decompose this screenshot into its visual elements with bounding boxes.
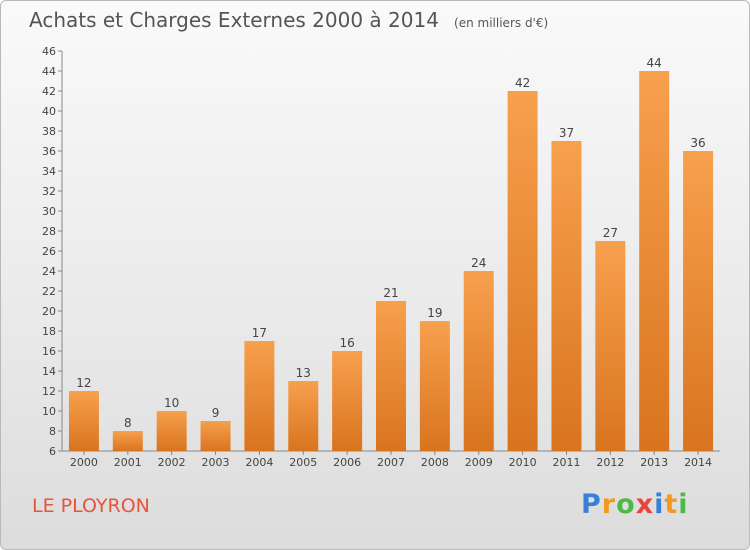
y-tick-label: 18 <box>42 325 56 338</box>
bar-2005 <box>288 381 319 451</box>
data-label: 37 <box>559 126 574 140</box>
data-label: 24 <box>471 256 486 270</box>
y-tick-label: 24 <box>42 265 56 278</box>
y-tick-label: 46 <box>42 45 56 58</box>
logo-letter: i <box>654 489 665 520</box>
logo-letter: o <box>616 489 636 520</box>
x-tick-label: 2013 <box>640 456 668 469</box>
data-label: 21 <box>383 286 398 300</box>
bars <box>68 71 714 451</box>
data-label: 12 <box>76 376 91 390</box>
y-tick-label: 12 <box>42 385 56 398</box>
data-label: 16 <box>339 336 354 350</box>
y-tick-label: 30 <box>42 205 56 218</box>
data-labels: 12 8 10 9 17 13 16 21 19 24 42 37 27 44 36 <box>76 56 705 430</box>
y-tick-label: 42 <box>42 85 56 98</box>
x-axis: 2000 2001 2002 2003 2004 2005 2006 2007 2008 2009… <box>62 450 720 469</box>
x-tick-label: 2005 <box>289 456 317 469</box>
y-tick-label: 28 <box>42 225 56 238</box>
bar-2003 <box>200 421 231 451</box>
bar-2000 <box>68 391 99 451</box>
bar-2012 <box>595 241 626 451</box>
y-tick-label: 44 <box>42 65 56 78</box>
logo-letter: x <box>635 489 655 520</box>
bar-2014 <box>683 151 714 451</box>
bar-2006 <box>332 351 363 451</box>
data-label: 9 <box>212 406 220 420</box>
y-tick-label: 36 <box>42 145 56 158</box>
x-tick-label: 2012 <box>596 456 624 469</box>
data-label: 19 <box>427 306 442 320</box>
logo-letter: i <box>678 489 689 520</box>
bar-2011 <box>551 141 582 451</box>
x-tick-label: 2009 <box>465 456 493 469</box>
data-label: 36 <box>690 136 705 150</box>
x-tick-label: 2007 <box>377 456 405 469</box>
y-tick-label: 38 <box>42 125 56 138</box>
y-tick-label: 22 <box>42 285 56 298</box>
bar-2002 <box>156 411 187 451</box>
x-tick-label: 2008 <box>421 456 449 469</box>
chart-title: Achats et Charges Externes 2000 à 2014 <box>29 8 439 32</box>
x-tick-label: 2011 <box>552 456 580 469</box>
x-tick-label: 2006 <box>333 456 361 469</box>
logo-letter: P <box>581 489 602 520</box>
logo-letter: r <box>601 489 617 520</box>
y-tick-label: 10 <box>42 405 56 418</box>
data-label: 8 <box>124 416 132 430</box>
x-tick-label: 2010 <box>509 456 537 469</box>
y-tick-label: 32 <box>42 185 56 198</box>
chart-unit-note: (en milliers d'€) <box>454 16 549 30</box>
proxiti-logo[interactable]: Proxiti <box>581 489 689 520</box>
y-tick-label: 6 <box>49 445 56 458</box>
y-tick-label: 40 <box>42 105 56 118</box>
bar-2007 <box>376 301 406 451</box>
data-label: 42 <box>515 76 530 90</box>
x-tick-label: 2003 <box>202 456 230 469</box>
x-tick-label: 2014 <box>684 456 712 469</box>
data-label: 44 <box>647 56 662 70</box>
y-tick-label: 26 <box>42 245 56 258</box>
y-tick-label: 8 <box>49 425 56 438</box>
x-tick-label: 2000 <box>70 456 98 469</box>
place-name: LE PLOYRON <box>32 495 150 517</box>
y-tick-label: 16 <box>42 345 56 358</box>
bar-2008 <box>419 321 450 451</box>
bar-2010 <box>507 91 538 451</box>
x-tick-label: 2004 <box>245 456 273 469</box>
data-label: 27 <box>603 226 618 240</box>
bar-2004 <box>244 341 275 451</box>
title-row: Achats et Charges Externes 2000 à 2014 (… <box>29 8 548 32</box>
y-tick-label: 14 <box>42 365 56 378</box>
y-tick-label: 20 <box>42 305 56 318</box>
bar-2001 <box>112 431 143 451</box>
bar-2009 <box>463 271 494 451</box>
bar-2013 <box>639 71 670 451</box>
x-tick-label: 2001 <box>114 456 142 469</box>
data-label: 13 <box>296 366 311 380</box>
logo-letter: t <box>664 489 679 520</box>
data-label: 17 <box>252 326 267 340</box>
y-axis: 6 8 10 12 14 16 18 20 22 24 26 28 30 32 34 36 38 40 42 44 46 <box>42 45 63 458</box>
y-tick-label: 34 <box>42 165 56 178</box>
data-label: 10 <box>164 396 179 410</box>
x-tick-label: 2002 <box>158 456 186 469</box>
